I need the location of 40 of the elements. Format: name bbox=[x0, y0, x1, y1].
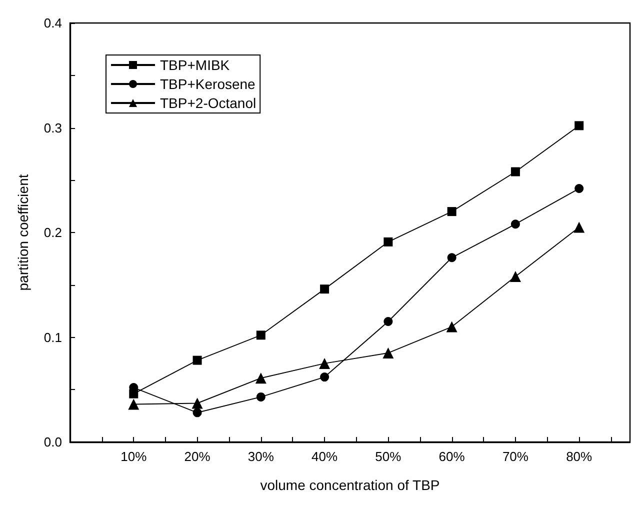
point bbox=[447, 207, 456, 216]
point bbox=[384, 237, 393, 246]
point bbox=[192, 356, 202, 365]
point bbox=[319, 358, 330, 369]
y-axis-title: partition coefficient bbox=[15, 174, 31, 291]
point bbox=[574, 121, 584, 130]
point bbox=[192, 398, 203, 409]
x-tick-label: 40% bbox=[312, 449, 338, 464]
x-tick-label: 20% bbox=[184, 449, 211, 464]
point bbox=[510, 220, 520, 229]
legend-label: TBP+2-Octanol bbox=[160, 95, 256, 111]
x-tick-label: 60% bbox=[438, 449, 466, 464]
y-tick-label: 0.0 bbox=[44, 434, 62, 450]
point bbox=[510, 167, 520, 176]
y-tick-label: 0.4 bbox=[44, 16, 62, 30]
x-tick-label: 70% bbox=[502, 449, 529, 464]
x-axis-title: volume concentration of TBP bbox=[260, 477, 440, 493]
x-tick-label: 30% bbox=[248, 449, 274, 464]
point bbox=[446, 321, 458, 332]
point bbox=[382, 347, 394, 358]
point bbox=[510, 270, 521, 282]
point bbox=[320, 372, 330, 382]
x-tick-label: 50% bbox=[375, 449, 402, 464]
point bbox=[256, 392, 266, 402]
x-tick-label: 80% bbox=[566, 449, 593, 464]
x-tick-label: 10% bbox=[120, 449, 148, 464]
legend-label: TBP+MIBK bbox=[160, 57, 230, 73]
point bbox=[574, 222, 585, 233]
legend-label: TBP+Kerosene bbox=[160, 76, 256, 92]
point bbox=[255, 372, 266, 384]
point bbox=[574, 184, 584, 193]
point bbox=[256, 330, 266, 340]
point bbox=[320, 284, 330, 294]
point bbox=[447, 253, 456, 262]
y-tick-label: 0.2 bbox=[44, 225, 62, 240]
y-tick-label: 0.1 bbox=[44, 330, 62, 345]
point bbox=[128, 398, 140, 410]
y-tick-label: 0.3 bbox=[44, 120, 62, 136]
point bbox=[192, 408, 202, 418]
point bbox=[384, 317, 393, 326]
